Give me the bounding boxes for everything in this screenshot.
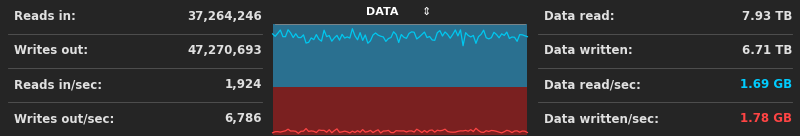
Text: Data read/sec:: Data read/sec: xyxy=(543,78,640,92)
Text: Reads in/sec:: Reads in/sec: xyxy=(14,78,102,92)
Text: 1.69 GB: 1.69 GB xyxy=(740,78,792,92)
Bar xyxy=(273,24,527,87)
Text: Reads in:: Reads in: xyxy=(14,10,75,24)
Text: ⇕: ⇕ xyxy=(422,7,430,17)
Text: 1.78 GB: 1.78 GB xyxy=(740,112,792,126)
Text: DATA: DATA xyxy=(366,7,398,17)
Text: 6.71 TB: 6.71 TB xyxy=(742,44,792,58)
Text: 7.93 TB: 7.93 TB xyxy=(742,10,792,24)
Text: 1,924: 1,924 xyxy=(225,78,262,92)
Text: Writes out/sec:: Writes out/sec: xyxy=(14,112,114,126)
Text: 37,264,246: 37,264,246 xyxy=(187,10,262,24)
Text: 47,270,693: 47,270,693 xyxy=(187,44,262,58)
Text: Data read:: Data read: xyxy=(543,10,614,24)
Bar xyxy=(273,87,527,135)
Text: Writes out:: Writes out: xyxy=(14,44,88,58)
Text: Data written:: Data written: xyxy=(543,44,632,58)
Text: Data written/sec:: Data written/sec: xyxy=(543,112,658,126)
Text: 6,786: 6,786 xyxy=(224,112,262,126)
